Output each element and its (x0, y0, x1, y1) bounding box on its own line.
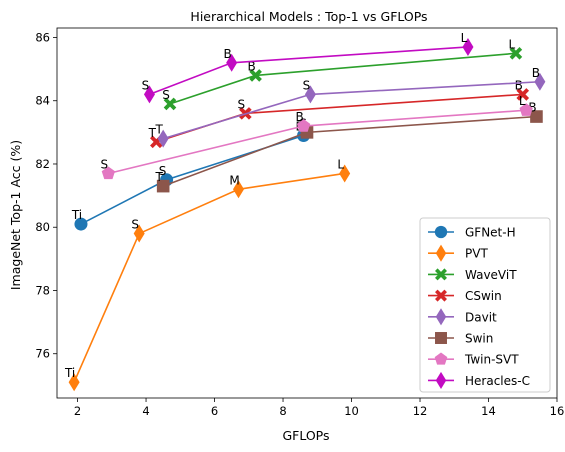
legend-item: PVT (428, 244, 488, 262)
legend-marker (434, 225, 448, 239)
series-twin-svt: SBL (101, 94, 533, 180)
y-tick-label: 84 (35, 94, 50, 108)
legend-box (419, 217, 551, 393)
legend-item: GFNet-H (428, 226, 516, 240)
point-label: S (159, 164, 167, 178)
x-axis-label: GFLOPs (282, 428, 329, 443)
y-tick-label: 80 (35, 220, 50, 234)
point-label: B (295, 110, 303, 124)
data-point (163, 97, 177, 111)
data-point (534, 72, 546, 91)
series-pvt: Ti S M L (64, 157, 351, 392)
point-label: L (461, 31, 468, 45)
data-point (296, 119, 311, 132)
legend-label: CSwin (465, 289, 502, 303)
point-label: Ti (71, 208, 82, 222)
y-tick-label: 78 (35, 283, 50, 297)
legend-item: Twin-SVT (428, 352, 519, 367)
point-label: L (509, 37, 516, 51)
point-label: L (519, 94, 526, 108)
x-tick-label: 8 (279, 404, 286, 418)
legend-item: Swin (428, 332, 493, 346)
x-tick-label: 12 (413, 404, 428, 418)
series-line (73, 172, 345, 383)
data-point (156, 179, 170, 193)
legend-label: Davit (465, 310, 497, 324)
data-point (509, 47, 523, 60)
legend-marker (435, 244, 447, 262)
point-label: Ti (64, 366, 75, 380)
series-wavevit: SBL (162, 37, 523, 111)
data-point (68, 373, 80, 392)
chart-title: Hierarchical Models : Top-1 vs GFLOPs (190, 9, 427, 24)
legend-label: Twin-SVT (464, 353, 519, 367)
point-label: S (303, 78, 311, 92)
data-point (101, 166, 116, 180)
x-tick-label: 6 (211, 404, 218, 418)
legend-item: Heracles-C (428, 371, 530, 389)
data-point (516, 88, 530, 101)
point-label: B (528, 101, 536, 115)
data-point (304, 85, 316, 104)
legend-label: Swin (465, 332, 493, 346)
x-tick-label: 16 (550, 404, 565, 418)
legend-label: GFNet-H (465, 226, 516, 240)
data-point (249, 69, 262, 82)
point-label: S (142, 78, 150, 92)
x-tick-label: 10 (344, 404, 359, 418)
point-label: M (229, 173, 239, 187)
legend: GFNet-H PVT WaveViT CSwin Davit Swin Twin-SVT H… (419, 217, 551, 393)
data-point (74, 217, 88, 231)
x-tick-label: 4 (142, 404, 149, 418)
series-heracles-c: S B L (142, 31, 474, 104)
data-point (226, 53, 238, 72)
data-point (519, 103, 533, 116)
legend-marker (435, 289, 447, 302)
data-point (462, 37, 474, 56)
data-point (233, 180, 245, 199)
x-tick-label: 14 (481, 404, 496, 418)
point-label: B (248, 59, 256, 73)
legend-marker (434, 352, 448, 365)
data-point (143, 85, 155, 104)
legend-marker (435, 268, 447, 281)
point-label: S (162, 88, 170, 102)
y-axis-label: ImageNet Top-1 Acc (%) (8, 140, 23, 290)
legend-label: WaveViT (465, 268, 517, 282)
x-tick-label: 2 (74, 404, 81, 418)
data-point (339, 164, 351, 183)
legend-marker (435, 371, 447, 389)
y-tick-label: 86 (35, 30, 50, 44)
point-label: L (337, 157, 344, 171)
point-label: T (148, 126, 157, 140)
y-tick-label: 76 (35, 347, 50, 361)
point-label: T (154, 123, 163, 137)
data-point (530, 110, 543, 123)
data-point (157, 129, 169, 148)
point-label: S (131, 218, 139, 232)
legend-item: Davit (428, 308, 497, 326)
legend-item: CSwin (428, 289, 502, 303)
legend-marker (435, 308, 447, 326)
plot-area: 246810121416767880828486TiSBTiSMLSBLTSBT… (35, 27, 564, 418)
axes-frame (56, 27, 558, 399)
data-point (133, 224, 145, 243)
legend-label: PVT (465, 247, 488, 261)
legend-item: WaveViT (428, 268, 517, 282)
series-davit: T S B (154, 66, 546, 148)
point-label: S (101, 157, 109, 171)
legend-marker (435, 332, 447, 344)
axis-ticks: 2 4 6 8 10 12 14 16 76 78 80 82 84 86 (35, 30, 564, 418)
point-label: B (224, 47, 232, 61)
point-label: B (532, 66, 540, 80)
legend-label: Heracles-C (465, 374, 530, 388)
y-tick-label: 82 (35, 157, 50, 171)
point-label: S (238, 97, 246, 111)
point-label: T (154, 170, 163, 184)
point-label: B (515, 78, 523, 92)
